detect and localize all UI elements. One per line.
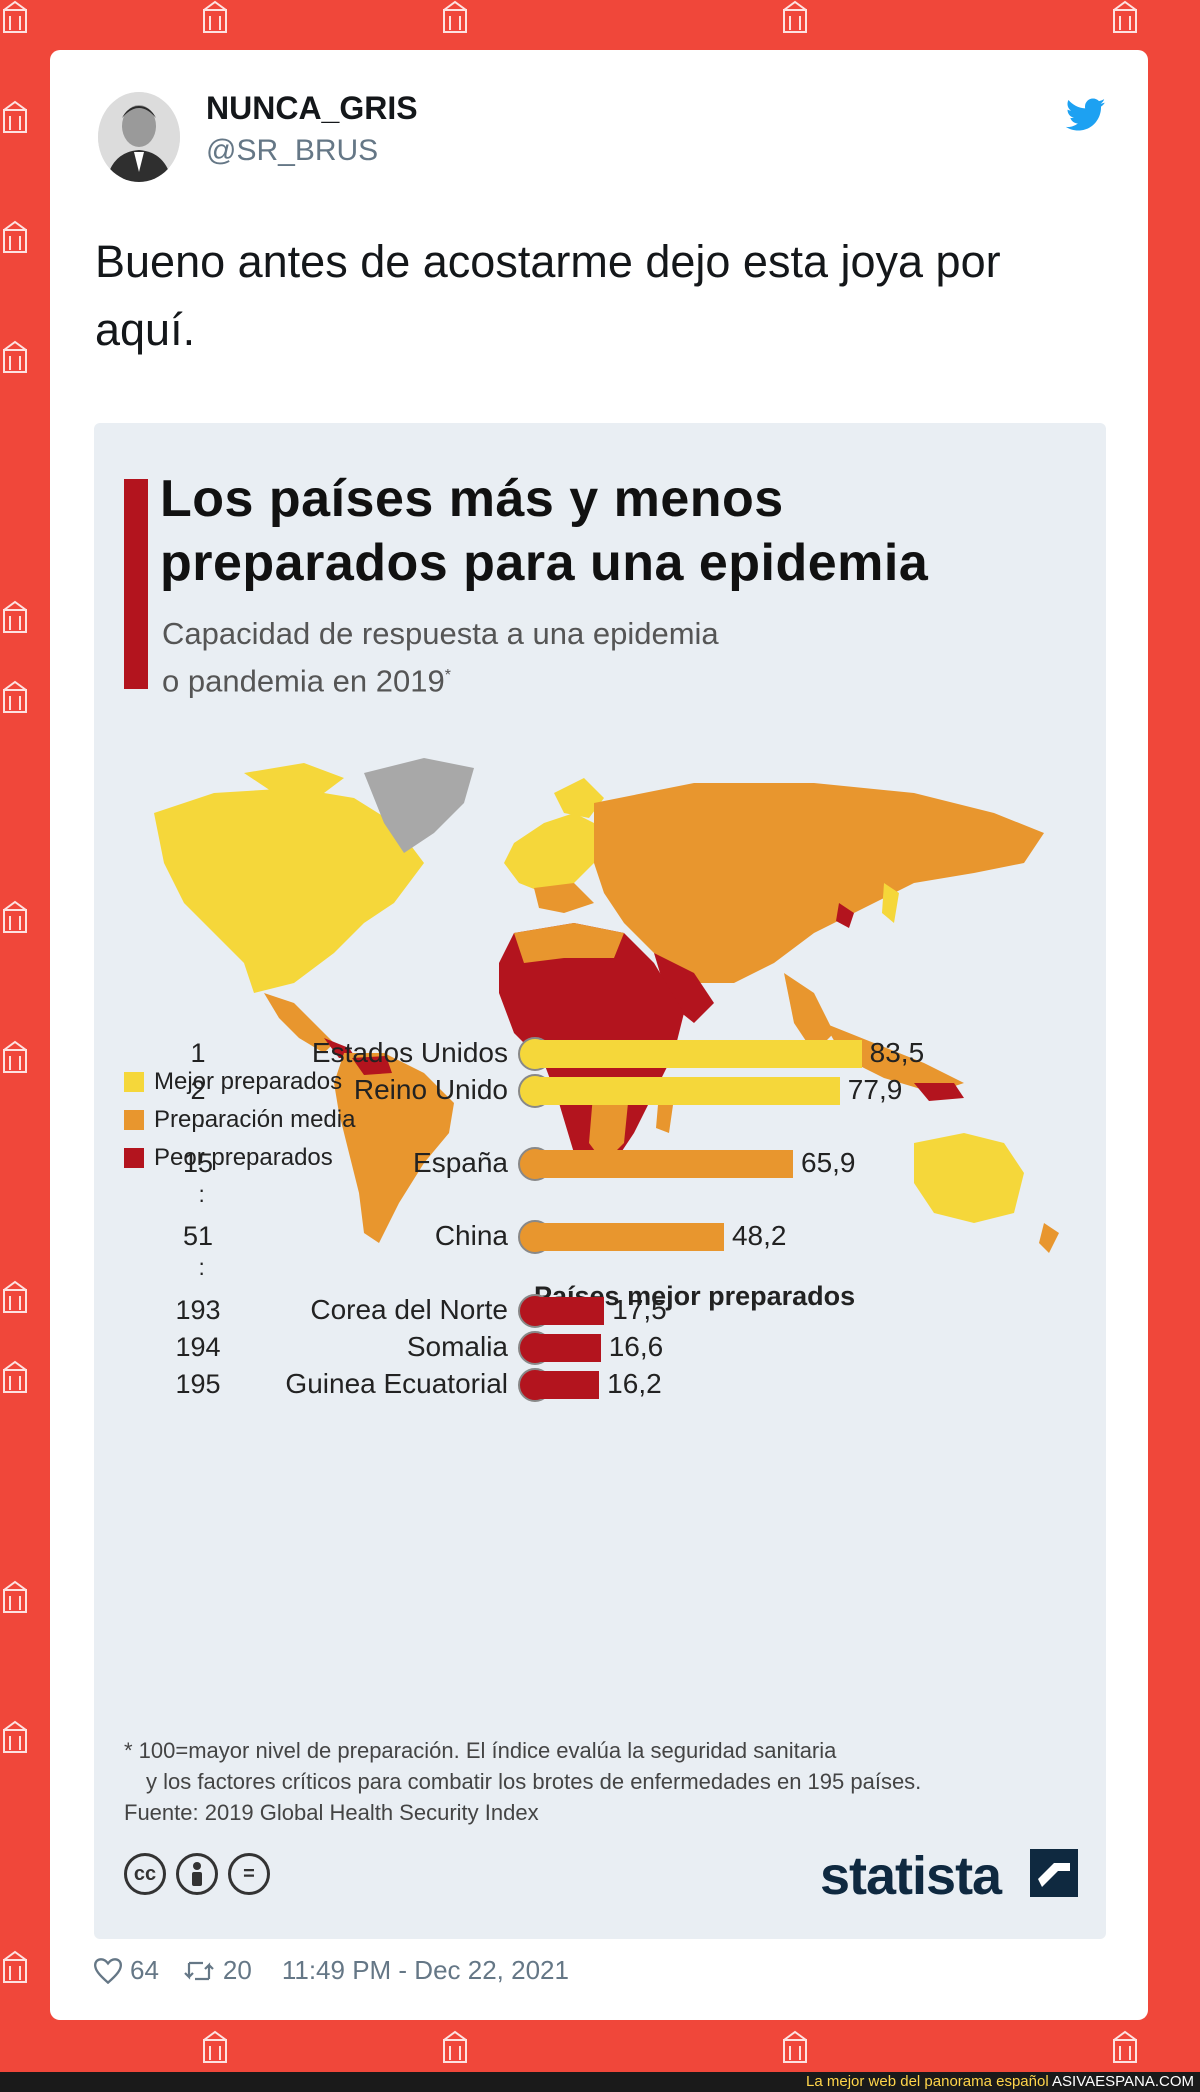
title-accent-bar bbox=[124, 479, 148, 689]
bar bbox=[536, 1077, 840, 1105]
creative-commons-icon: cc bbox=[124, 1853, 166, 1895]
tweet-text: Bueno antes de acostarme dejo esta joya … bbox=[95, 236, 1001, 355]
legend-label: Peor preparados bbox=[154, 1144, 333, 1171]
statista-logo-mark bbox=[1030, 1849, 1078, 1897]
user-handle[interactable]: @SR_BRUS bbox=[206, 134, 379, 167]
title-line-2: preparados para una epidemia bbox=[160, 534, 929, 592]
tweet-footer: 64 20 11:49 PM - Dec 22, 2021 bbox=[94, 1955, 579, 1986]
tweet-timestamp[interactable]: 11:49 PM - Dec 22, 2021 bbox=[281, 1955, 569, 1985]
bar-value-label: 16,6 bbox=[608, 1331, 664, 1362]
site-name[interactable]: ASIVAESPANA.COM bbox=[1052, 2073, 1194, 2090]
footnote-line-1: * 100=mayor nivel de preparación. El índ… bbox=[124, 1738, 837, 1763]
bar-value-label: 83,5 bbox=[869, 1037, 925, 1068]
infographic-image[interactable]: Los países más y menos preparados para u… bbox=[94, 423, 1106, 1939]
legend-swatch-yellow bbox=[124, 1072, 144, 1092]
subtitle-line-2: o pandemia en 2019 bbox=[162, 663, 445, 699]
bar-value-label: 16,2 bbox=[607, 1368, 662, 1399]
legend-item: Preparación media bbox=[124, 1101, 355, 1139]
retweet-count[interactable]: 20 bbox=[222, 1955, 252, 1985]
subtitle-asterisk: * bbox=[444, 667, 451, 684]
bar-value-label: 17,5 bbox=[612, 1294, 667, 1325]
bar-rank: 193 bbox=[175, 1295, 221, 1325]
rank-gap-dots: · · bbox=[198, 1177, 206, 1212]
display-name[interactable]: NUNCA_GRIS bbox=[206, 90, 418, 126]
map-legend: Mejor preparados Preparación media Peor … bbox=[124, 1063, 355, 1177]
bar-rank: 2 bbox=[190, 1075, 206, 1105]
bar-rank: 195 bbox=[175, 1369, 221, 1399]
tweet-card: NUNCA_GRIS @SR_BRUS Bueno antes de acost… bbox=[50, 50, 1148, 2020]
bar-rank: 51 bbox=[182, 1221, 214, 1251]
bar-country-label: Reino Unido bbox=[353, 1074, 508, 1105]
source-text: Fuente: 2019 Global Health Security Inde… bbox=[124, 1800, 539, 1825]
bar-country-label: China bbox=[434, 1220, 508, 1251]
bar bbox=[536, 1223, 724, 1251]
world-map bbox=[154, 758, 1059, 1253]
legend-item: Mejor preparados bbox=[124, 1063, 355, 1101]
twitter-bird-icon[interactable] bbox=[1066, 98, 1106, 132]
legend-swatch-orange bbox=[124, 1110, 144, 1130]
bar-value-label: 77,9 bbox=[847, 1074, 903, 1105]
legend-item: Peor preparados bbox=[124, 1139, 355, 1177]
bar bbox=[536, 1334, 601, 1362]
no-derivatives-icon: = bbox=[228, 1853, 270, 1895]
avatar[interactable] bbox=[98, 92, 180, 182]
rank-gap-dots: · · bbox=[198, 1250, 206, 1285]
site-tagline: La mejor web del panorama español bbox=[806, 2073, 1049, 2090]
bar bbox=[536, 1371, 600, 1399]
bar-country-label: Estados Unidos bbox=[311, 1037, 508, 1068]
like-count[interactable]: 64 bbox=[130, 1955, 159, 1985]
rank-gap-dots: · · bbox=[198, 1102, 206, 1137]
bar-rank: 15 bbox=[182, 1148, 214, 1178]
bar-country-label: España bbox=[413, 1147, 508, 1178]
bar-country-label: Corea del Norte bbox=[310, 1294, 508, 1325]
bar-country-label: Somalia bbox=[406, 1331, 508, 1362]
legend-swatch-red bbox=[124, 1148, 144, 1168]
heart-icon[interactable] bbox=[94, 1957, 122, 1984]
footnote-line-2: y los factores críticos para combatir lo… bbox=[146, 1769, 922, 1794]
legend-label: Mejor preparados bbox=[154, 1068, 343, 1095]
title-line-1: Los países más y menos bbox=[160, 470, 784, 528]
bar-rank: 1 bbox=[190, 1038, 206, 1068]
legend-label: Preparación media bbox=[154, 1106, 356, 1133]
statista-logo-text: statista bbox=[820, 1846, 1002, 1906]
bar-value-label: 65,9 bbox=[801, 1147, 856, 1178]
attribution-icon bbox=[176, 1853, 218, 1895]
bar-country-label: Guinea Ecuatorial bbox=[285, 1368, 508, 1399]
bar-rank: 194 bbox=[175, 1332, 221, 1362]
site-footer-strip: La mejor web del panorama español ASIVAE… bbox=[0, 2072, 1200, 2092]
subtitle-line-1: Capacidad de respuesta a una epidemia bbox=[162, 616, 719, 651]
infographic-title: Los países más y menos preparados para u… bbox=[160, 467, 928, 595]
infographic-subtitle: Capacidad de respuesta a una epidemia o … bbox=[162, 613, 719, 702]
bar bbox=[536, 1297, 605, 1325]
bar bbox=[536, 1040, 862, 1068]
bar-value-label: 48,2 bbox=[731, 1220, 787, 1251]
bar bbox=[536, 1150, 793, 1178]
footnote: * 100=mayor nivel de preparación. El índ… bbox=[124, 1735, 921, 1828]
retweet-icon[interactable] bbox=[183, 1958, 215, 1984]
